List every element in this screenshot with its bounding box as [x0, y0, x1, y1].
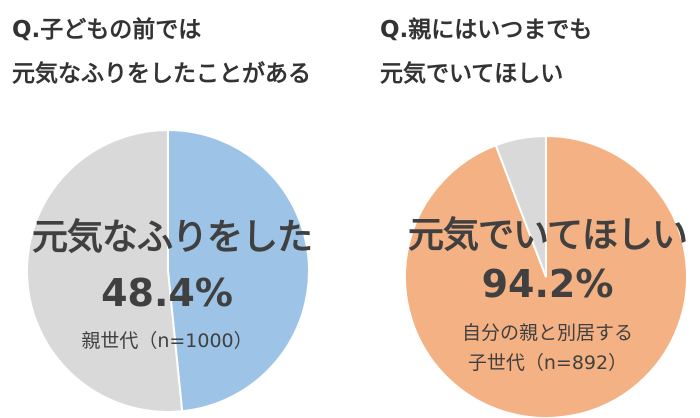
chart1-slice-2: [26, 128, 184, 413]
chart1-slice-1: [167, 128, 310, 413]
chart1-sample-block: 親世代（n=1000）: [32, 326, 302, 353]
chart2-sample-line2: 子世代（n=892）: [467, 352, 628, 374]
chart1-percent: 48.4%: [101, 271, 233, 315]
chart2-sample-line1: 自分の親と別居する: [461, 322, 633, 344]
chart2-percent: 94.2%: [481, 262, 614, 306]
chart1-title: Q.子どもの前では 元気なふりをしたことがある: [12, 8, 311, 96]
chart1-label-block: 元気なふりをした: [32, 208, 313, 260]
chart1-category-label: 元気なふりをした: [32, 217, 313, 258]
chart1-title-line2: 元気なふりをしたことがある: [12, 61, 311, 87]
chart1-percent-block: 48.4%: [32, 271, 302, 315]
chart2-category-label: 元気でいてほしい: [408, 215, 688, 256]
chart2-title: Q.親にはいつまでも 元気でいてほしい: [380, 8, 592, 96]
chart1-sample-size: 親世代（n=1000）: [81, 330, 253, 352]
chart2-slice-2: [494, 134, 547, 278]
chart2-label-block: 元気でいてほしい: [405, 206, 690, 258]
chart2-sample-block: 自分の親と別居する 子世代（n=892）: [405, 318, 690, 378]
chart2-title-line2: 元気でいてほしい: [380, 61, 564, 87]
chart1-title-line1: Q.子どもの前では: [12, 17, 202, 43]
chart2-percent-block: 94.2%: [405, 262, 690, 306]
chart2-title-line1: Q.親にはいつまでも: [380, 17, 593, 43]
